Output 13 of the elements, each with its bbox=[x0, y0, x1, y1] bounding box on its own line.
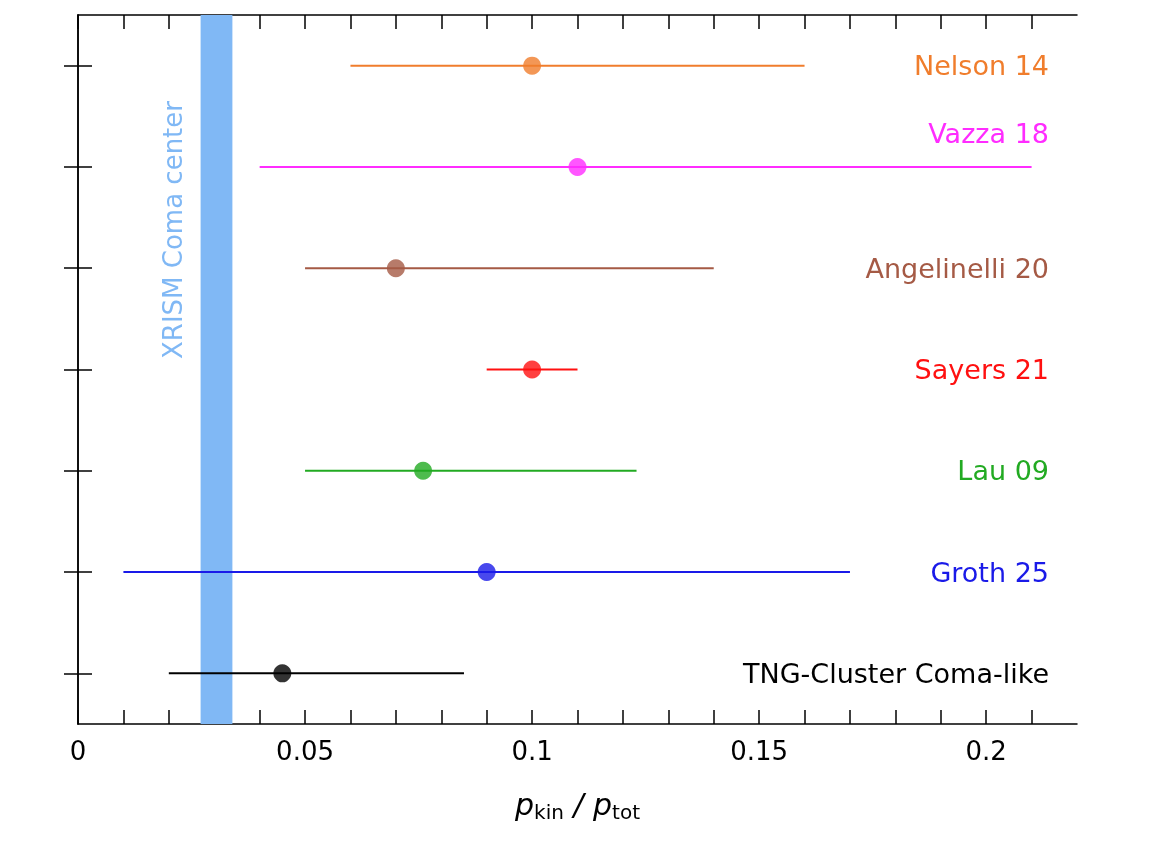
y-tick-label: Groth 25 bbox=[930, 556, 1049, 588]
x-tick-label: 0 bbox=[69, 736, 87, 766]
x-tick-label: 0.05 bbox=[276, 736, 334, 766]
y-tick-label: TNG-Cluster Coma-like bbox=[741, 657, 1049, 689]
x-tick-label: 0.2 bbox=[965, 736, 1007, 766]
x-tick-label: 0.1 bbox=[511, 736, 553, 766]
y-tick-label: Vazza 18 bbox=[928, 118, 1049, 150]
x-tick-label: 0.15 bbox=[730, 736, 789, 766]
y-tick-label: Sayers 21 bbox=[914, 354, 1049, 385]
y-tick-label: Nelson 14 bbox=[914, 50, 1049, 82]
band-label: XRISM Coma center bbox=[157, 100, 188, 359]
y-tick-label: Lau 09 bbox=[957, 455, 1049, 487]
y-tick-label: Angelinelli 20 bbox=[865, 252, 1049, 284]
